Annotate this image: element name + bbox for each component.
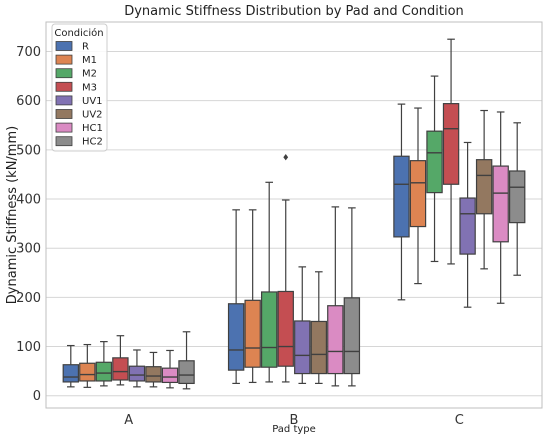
y-tick-label: 700 <box>16 45 41 60</box>
legend-label-R: R <box>82 42 89 53</box>
box-C-M3 <box>442 38 460 265</box>
x-tick-label: C <box>455 413 464 428</box>
y-axis-label: Dynamic Stiffness (kN/mm) <box>5 126 20 304</box>
box-C-M2 <box>426 75 443 263</box>
box-A-M2 <box>95 341 113 387</box>
y-tick-label: 500 <box>16 143 41 158</box>
chart-title: Dynamic Stiffness Distribution by Pad an… <box>124 4 464 19</box>
legend-title: Condición <box>54 27 103 39</box>
outlier-point <box>283 154 289 161</box>
box-iqr <box>161 367 179 384</box>
legend-swatch-UV1 <box>55 95 73 106</box>
box-iqr <box>459 197 476 255</box>
box-iqr <box>128 365 146 382</box>
box-iqr <box>79 362 96 382</box>
legend-swatch-M1 <box>55 54 73 65</box>
legend-label-HC2: HC2 <box>82 137 103 148</box>
legend-label-M2: M2 <box>82 69 97 80</box>
box-A-R <box>62 344 80 388</box>
box-iqr <box>178 360 195 385</box>
box-iqr <box>492 165 509 243</box>
legend-label-M1: M1 <box>82 55 97 66</box>
legend-swatch-M3 <box>55 81 73 92</box>
box-iqr <box>475 159 493 215</box>
box-layer <box>62 38 526 390</box>
box-iqr <box>244 299 261 368</box>
y-tick-label: 200 <box>16 291 41 306</box>
box-C-UV1 <box>459 141 476 308</box>
box-iqr <box>327 305 344 375</box>
box-iqr <box>294 320 311 375</box>
box-B-HC1 <box>327 206 344 387</box>
box-A-UV2 <box>145 351 162 388</box>
box-C-M1 <box>409 107 427 285</box>
box-A-HC2 <box>178 331 195 390</box>
y-tick-label: 400 <box>16 193 41 208</box>
box-iqr <box>426 130 443 194</box>
box-iqr <box>227 303 245 371</box>
legend-label-UV2: UV2 <box>82 110 103 121</box>
grid-layer <box>46 51 542 397</box>
box-A-HC1 <box>161 349 179 389</box>
x-tick-label: B <box>290 413 299 428</box>
box-B-UV1 <box>294 266 311 385</box>
y-tick-layer: 0 100 200 300 400 500 600 700 <box>16 45 41 404</box>
box-iqr <box>343 297 361 375</box>
legend-label-HC1: HC1 <box>82 123 103 134</box>
box-iqr <box>62 364 80 383</box>
box-iqr <box>442 103 460 185</box>
box-iqr <box>260 291 278 368</box>
legend-swatch-HC2 <box>55 136 73 147</box>
box-iqr <box>393 155 410 238</box>
box-iqr <box>409 160 427 228</box>
legend: Condición R M1 M2 M3 UV1 UV2 HC1 HC2 <box>51 23 108 152</box>
box-B-HC2 <box>343 207 361 387</box>
box-A-M1 <box>79 343 96 388</box>
box-C-UV2 <box>475 109 493 270</box>
box-C-R <box>393 103 410 301</box>
legend-swatch-UV2 <box>55 109 73 119</box>
box-B-M1 <box>244 209 261 384</box>
x-tick-layer: A B C <box>124 413 464 428</box>
box-C-HC1 <box>492 111 509 304</box>
box-iqr <box>310 320 328 375</box>
y-tick-label: 100 <box>16 340 41 355</box>
legend-swatch-M2 <box>55 68 73 79</box>
box-A-UV1 <box>128 349 146 388</box>
y-tick-label: 0 <box>33 389 41 404</box>
legend-label-M3: M3 <box>82 82 97 93</box>
legend-swatch-HC1 <box>55 122 73 133</box>
box-iqr <box>277 290 294 367</box>
y-tick-label: 600 <box>16 94 41 109</box>
box-A-M3 <box>112 335 129 386</box>
box-B-UV2 <box>310 271 328 385</box>
box-iqr <box>95 361 113 382</box>
box-B-R <box>227 209 245 385</box>
box-B-M3 <box>277 199 294 383</box>
y-tick-label: 300 <box>16 242 41 257</box>
x-tick-label: A <box>124 413 133 428</box>
box-iqr <box>112 357 129 381</box>
legend-label-UV1: UV1 <box>82 96 103 107</box>
legend-swatch-R <box>55 41 73 51</box>
x-axis-label: Pad type <box>272 424 316 435</box>
box-iqr <box>145 366 162 383</box>
plot-frame <box>45 21 543 409</box>
box-C-HC2 <box>508 122 526 276</box>
legend-items: R M1 M2 M3 UV1 UV2 HC1 HC2 <box>55 41 103 148</box>
box-B-M2 <box>260 181 278 383</box>
box-iqr <box>508 170 526 224</box>
